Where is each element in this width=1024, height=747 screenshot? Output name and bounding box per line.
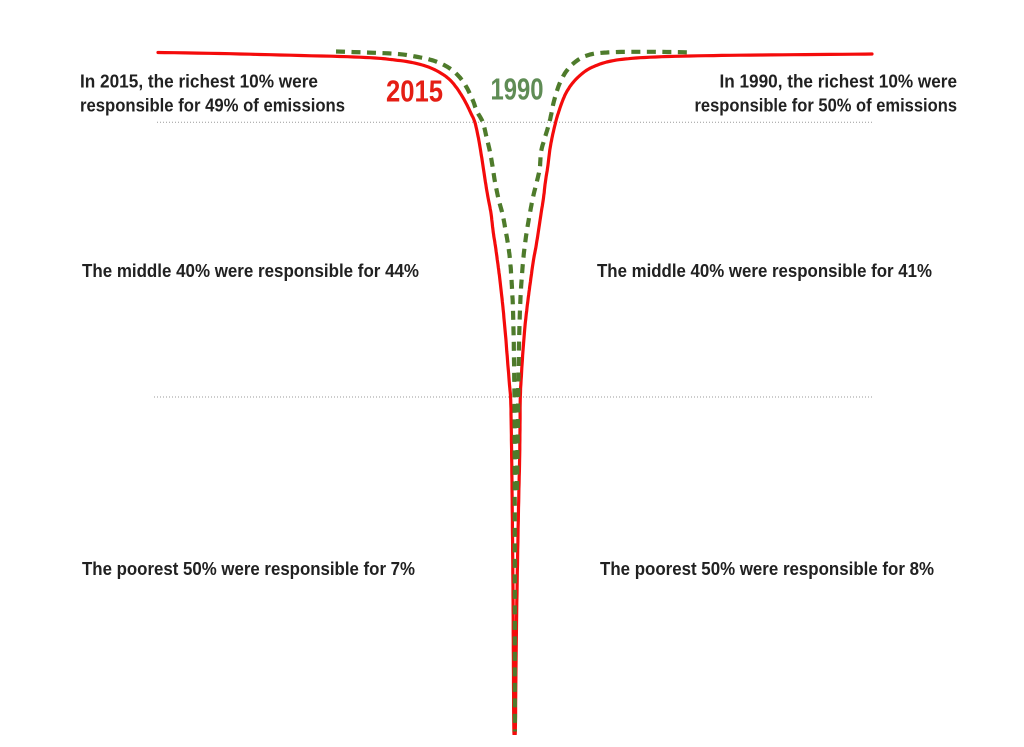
svg-text:The poorest 50% were responsib: The poorest 50% were responsible for 7%	[82, 558, 415, 579]
svg-text:The poorest 50% were responsib: The poorest 50% were responsible for 8%	[600, 558, 934, 579]
svg-text:responsible for 50% of emissio: responsible for 50% of emissions	[695, 95, 958, 116]
svg-text:The middle 40% were responsibl: The middle 40% were responsible for 41%	[597, 260, 932, 281]
svg-text:2015: 2015	[386, 74, 443, 109]
svg-text:1990: 1990	[491, 71, 544, 106]
svg-text:In 1990, the richest 10% were: In 1990, the richest 10% were	[720, 71, 958, 92]
svg-text:In 2015, the richest 10% were: In 2015, the richest 10% were	[80, 71, 318, 92]
svg-text:The middle 40% were responsibl: The middle 40% were responsible for 44%	[82, 260, 419, 281]
svg-text:responsible for 49% of emissio: responsible for 49% of emissions	[80, 95, 345, 116]
